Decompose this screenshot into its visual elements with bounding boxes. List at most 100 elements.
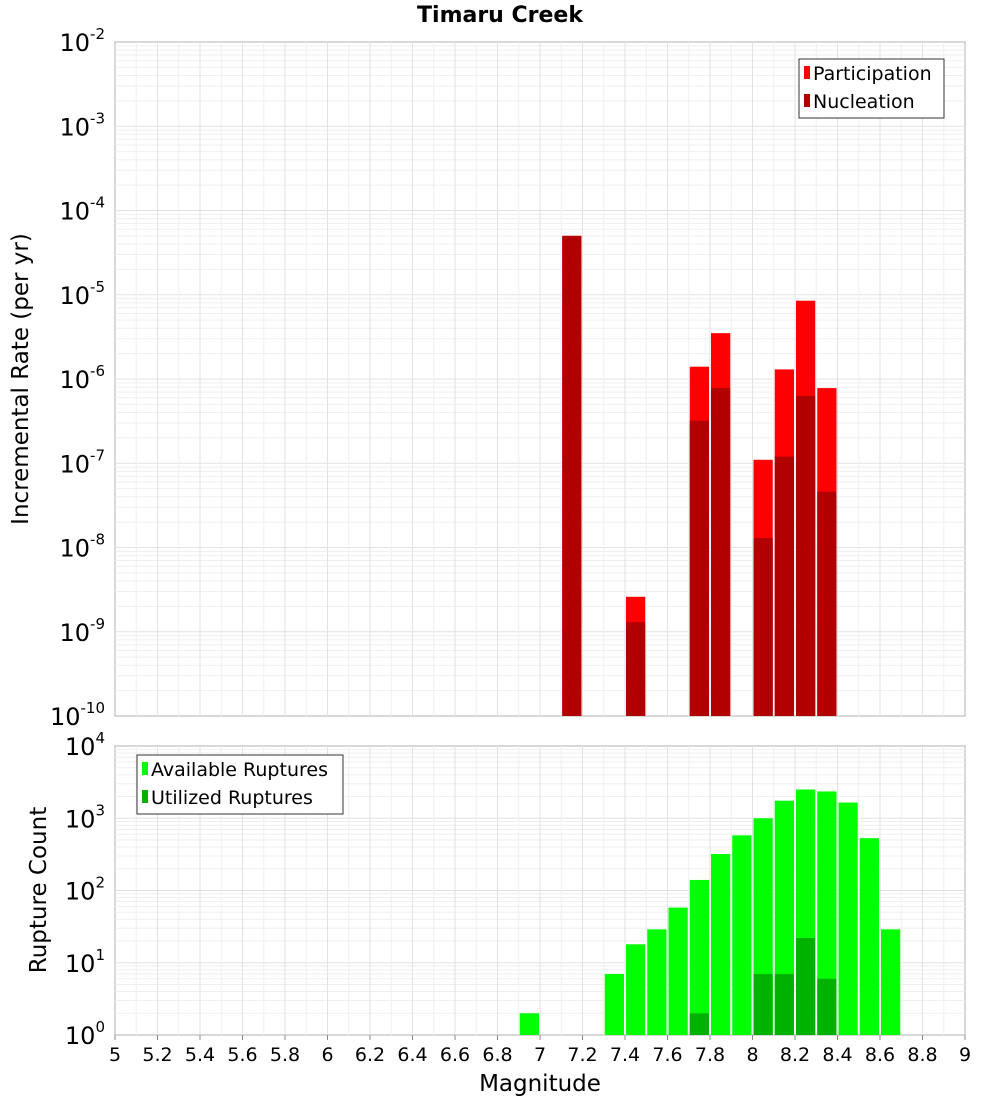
x-tick-label: 8.6	[865, 1044, 895, 1066]
rate-y-tick-base: 10	[59, 282, 90, 310]
count-legend-swatch	[142, 762, 148, 775]
rate-legend-label: Participation	[813, 63, 932, 85]
count-y-tick-exponent: 3	[95, 801, 105, 819]
count-x-ticks: 5 5.2 5.4 5.6 5.8 6 6.2 6.4 6.6 6.8 7 7.2 7.4 7.6 7.8 8…	[109, 1035, 971, 1066]
rate-y-tick-exponent: -4	[90, 194, 105, 212]
rate-y-tick-exponent: -6	[90, 362, 105, 380]
x-tick-label: 5.4	[185, 1044, 215, 1066]
count-bar-secondary	[689, 1013, 709, 1035]
x-tick-label: 6	[321, 1044, 333, 1066]
x-tick-label: 7.2	[567, 1044, 597, 1066]
rate-y-tick-base: 10	[59, 619, 90, 647]
rate-y-tick-label: 10-3	[59, 109, 105, 141]
count-y-tick-base: 10	[65, 805, 96, 833]
count-bar-secondary	[817, 978, 837, 1035]
rate-legend: Participation Nucleation	[798, 58, 945, 119]
rate-legend-swatch	[804, 94, 810, 107]
x-tick-label: 5.2	[142, 1044, 172, 1066]
count-y-tick-base: 10	[65, 733, 96, 761]
rate-y-tick-base: 10	[59, 29, 90, 57]
x-tick-label: 8.4	[822, 1044, 852, 1066]
rate-bars	[562, 235, 837, 717]
count-y-tick-base: 10	[65, 950, 96, 978]
rate-y-tick-exponent: -2	[90, 25, 105, 43]
rate-legend-label: Nucleation	[813, 91, 915, 113]
count-bar-primary	[689, 879, 709, 1035]
count-bar-primary	[668, 907, 688, 1035]
count-bar-secondary	[753, 973, 773, 1035]
count-legend-swatch	[142, 790, 148, 803]
rate-y-axis-label: Incremental Rate (per yr)	[8, 233, 34, 525]
rate-bar-secondary	[774, 456, 794, 716]
x-tick-label: 6.8	[482, 1044, 512, 1066]
count-bar-secondary	[796, 938, 816, 1035]
rate-y-tick-exponent: -3	[90, 109, 105, 127]
rate-y-tick-label: 10-10	[50, 699, 105, 731]
rate-y-tick-label: 10-7	[59, 446, 105, 478]
count-y-tick-label: 103	[65, 801, 105, 833]
count-y-tick-base: 10	[65, 1022, 96, 1050]
rate-legend-box	[798, 58, 945, 119]
rate-y-tick-exponent: -5	[90, 278, 105, 296]
count-y-tick-label: 100	[65, 1018, 105, 1050]
rate-y-tick-base: 10	[59, 366, 90, 394]
x-tick-label: 8.8	[907, 1044, 937, 1066]
rate-y-tick-label: 10-8	[59, 531, 105, 563]
count-bar-secondary	[774, 973, 794, 1035]
rate-bar-secondary	[689, 420, 709, 716]
count-bars	[519, 789, 901, 1035]
count-y-tick-exponent: 4	[95, 729, 105, 747]
x-tick-label: 9	[959, 1044, 971, 1066]
x-tick-label: 6.4	[397, 1044, 427, 1066]
rate-y-tick-label: 10-5	[59, 278, 105, 310]
rate-y-tick-label: 10-2	[59, 25, 105, 57]
count-bar-primary	[626, 944, 646, 1035]
chart-title: Timaru Creek	[417, 3, 584, 28]
count-legend-label: Utilized Ruptures	[151, 787, 313, 809]
rate-bar-secondary	[626, 622, 646, 716]
rate-bar-secondary	[711, 388, 731, 716]
count-bar-primary	[519, 1013, 539, 1035]
count-bar-primary	[838, 802, 858, 1035]
x-tick-label: 5.6	[227, 1044, 257, 1066]
x-tick-label: 5	[109, 1044, 121, 1066]
x-tick-label: 6.2	[355, 1044, 385, 1066]
count-y-tick-label: 104	[65, 729, 105, 761]
count-legend-label: Available Ruptures	[151, 759, 328, 781]
count-y-tick-label: 101	[65, 946, 105, 978]
x-tick-label: 7	[534, 1044, 546, 1066]
count-y-tick-exponent: 0	[95, 1018, 105, 1036]
x-tick-label: 8	[746, 1044, 758, 1066]
count-bar-primary	[711, 854, 731, 1035]
count-bar-primary	[604, 973, 624, 1035]
rate-bar-secondary	[817, 491, 837, 716]
rate-y-tick-exponent: -10	[81, 699, 106, 717]
x-axis-label: Magnitude	[479, 1071, 601, 1097]
count-bar-primary	[732, 835, 752, 1035]
x-tick-label: 7.6	[652, 1044, 682, 1066]
rate-grid	[115, 42, 965, 716]
rate-y-tick-label: 10-6	[59, 362, 105, 394]
count-y-tick-label: 102	[65, 874, 105, 906]
count-legend-box	[136, 754, 344, 815]
rate-y-tick-base: 10	[59, 113, 90, 141]
count-legend: Available Ruptures Utilized Ruptures	[136, 754, 344, 815]
rate-y-tick-base: 10	[59, 535, 90, 563]
x-tick-label: 5.8	[270, 1044, 300, 1066]
count-y-tick-exponent: 1	[95, 946, 105, 964]
rate-y-tick-exponent: -8	[90, 531, 105, 549]
x-tick-label: 7.8	[695, 1044, 725, 1066]
count-y-tick-base: 10	[65, 878, 96, 906]
rate-legend-swatch	[804, 66, 810, 79]
rate-y-tick-base: 10	[50, 703, 81, 731]
rate-y-tick-label: 10-4	[59, 194, 105, 226]
rate-y-tick-exponent: -7	[90, 446, 105, 464]
rate-y-tick-label: 10-9	[59, 615, 105, 647]
x-tick-label: 8.2	[780, 1044, 810, 1066]
count-y-axis-label: Rupture Count	[26, 807, 52, 973]
count-y-tick-exponent: 2	[95, 874, 105, 892]
